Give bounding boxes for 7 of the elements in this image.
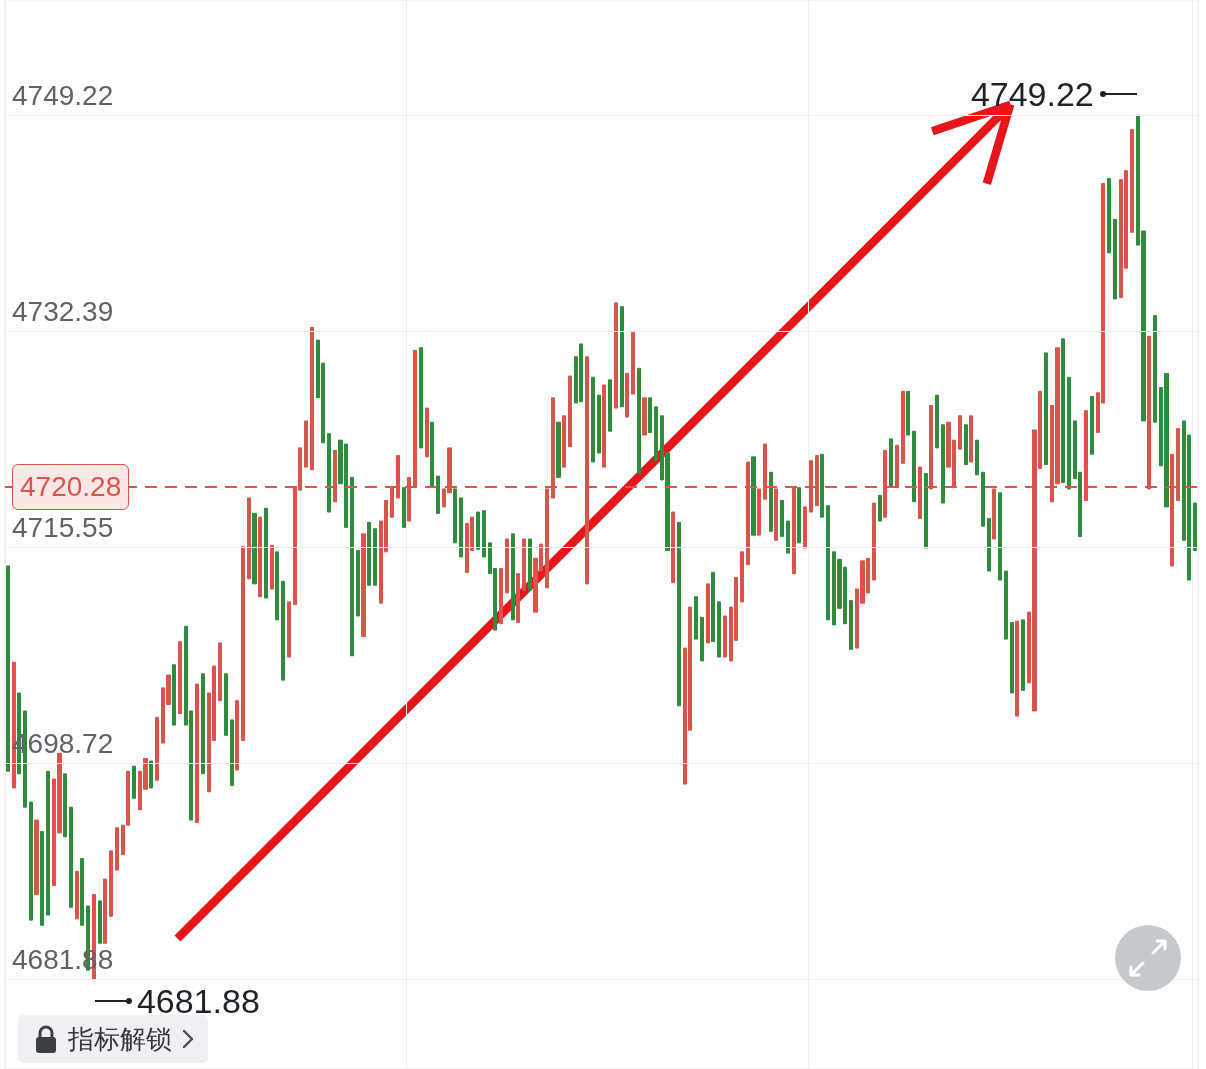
annotation: 4749.22	[970, 75, 1094, 114]
annotation: 指标解锁	[68, 1024, 172, 1054]
ref-line-label: 4720.28	[12, 463, 130, 510]
unlock-button: 指标解锁	[18, 1015, 208, 1063]
y-tick-label: 4715.55	[12, 511, 114, 543]
y-tick-label: 4732.39	[12, 295, 114, 327]
y-tick-label: 4749.22	[12, 79, 114, 111]
